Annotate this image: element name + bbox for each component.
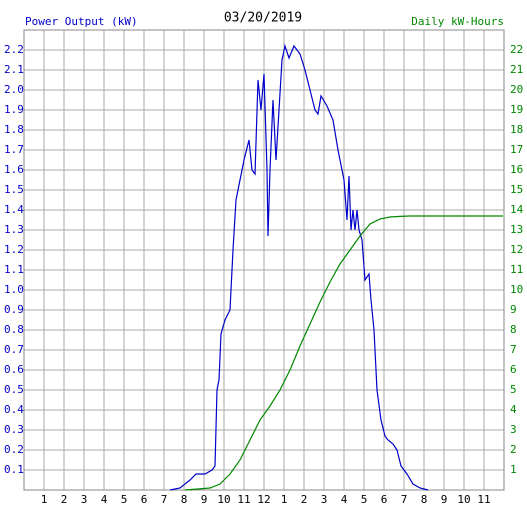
y-tick-label: 0.6 [4, 363, 24, 376]
x-tick-label: 5 [361, 493, 368, 506]
y2-tick-label: 11 [510, 263, 523, 276]
x-tick-label: 9 [201, 493, 208, 506]
x-tick-label: 11 [237, 493, 250, 506]
x-tick-label: 3 [321, 493, 328, 506]
y-tick-label: 1.3 [4, 223, 24, 236]
y-tick-label: 1.0 [4, 283, 24, 296]
y-tick-label: 1.4 [4, 203, 24, 216]
x-tick-label: 4 [101, 493, 108, 506]
y2-tick-label: 12 [510, 243, 523, 256]
y-tick-label: 0.7 [4, 343, 24, 356]
y-axis-label: Power Output (kW) [25, 15, 138, 28]
series-line [184, 215, 503, 491]
y2-tick-label: 9 [510, 303, 517, 316]
y-tick-label: 1.1 [4, 263, 24, 276]
y2-tick-label: 4 [510, 403, 517, 416]
y-tick-label: 1.8 [4, 123, 24, 136]
y-tick-label: 2.2 [4, 43, 24, 56]
y2-tick-label: 2 [510, 443, 517, 456]
y2-tick-label: 5 [510, 383, 517, 396]
x-tick-label: 4 [341, 493, 348, 506]
x-tick-label: 10 [457, 493, 470, 506]
y2-tick-label: 7 [510, 343, 517, 356]
y2-tick-label: 15 [510, 183, 523, 196]
x-tick-label: 7 [401, 493, 408, 506]
x-tick-label: 2 [61, 493, 68, 506]
y-tick-label: 1.7 [4, 143, 24, 156]
y2-tick-label: 13 [510, 223, 523, 236]
y2-tick-label: 17 [510, 143, 523, 156]
y2-axis-label: Daily kW-Hours [411, 15, 504, 28]
y2-tick-label: 1 [510, 463, 517, 476]
y-tick-label: 0.8 [4, 323, 24, 336]
y2-tick-label: 19 [510, 103, 523, 116]
y-tick-label: 1.9 [4, 103, 24, 116]
x-tick-label: 1 [281, 493, 288, 506]
y-tick-label: 0.4 [4, 403, 24, 416]
x-tick-label: 12 [257, 493, 270, 506]
x-tick-label: 5 [121, 493, 128, 506]
series-line [169, 43, 429, 491]
x-tick-label: 1 [41, 493, 48, 506]
x-tick-label: 6 [141, 493, 148, 506]
y2-tick-label: 10 [510, 283, 523, 296]
x-tick-label: 6 [381, 493, 388, 506]
y2-tick-label: 6 [510, 363, 517, 376]
plot-frame [23, 29, 505, 491]
y2-tick-label: 3 [510, 423, 517, 436]
y2-tick-label: 14 [510, 203, 524, 216]
y-tick-label: 0.5 [4, 383, 24, 396]
y-tick-label: 1.6 [4, 163, 24, 176]
x-tick-label: 2 [301, 493, 308, 506]
x-tick-label: 8 [181, 493, 188, 506]
chart-title: 03/20/2019 [224, 11, 302, 26]
y2-tick-label: 22 [510, 43, 523, 56]
x-tick-label: 7 [161, 493, 168, 506]
y-tick-label: 2.1 [4, 63, 24, 76]
y-tick-label: 0.1 [4, 463, 24, 476]
x-tick-label: 10 [217, 493, 230, 506]
y2-tick-label: 16 [510, 163, 523, 176]
y2-tick-label: 21 [510, 63, 523, 76]
x-tick-label: 9 [441, 493, 448, 506]
y2-tick-label: 18 [510, 123, 523, 136]
x-tick-label: 11 [477, 493, 490, 506]
y2-tick-label: 20 [510, 83, 523, 96]
y-tick-label: 1.5 [4, 183, 24, 196]
y-tick-label: 1.2 [4, 243, 24, 256]
y-tick-label: 0.2 [4, 443, 24, 456]
x-tick-label: 3 [81, 493, 88, 506]
y-tick-label: 2.0 [4, 83, 24, 96]
y-tick-label: 0.3 [4, 423, 24, 436]
x-tick-label: 8 [421, 493, 428, 506]
y2-tick-label: 8 [510, 323, 517, 336]
y-tick-label: 0.9 [4, 303, 24, 316]
